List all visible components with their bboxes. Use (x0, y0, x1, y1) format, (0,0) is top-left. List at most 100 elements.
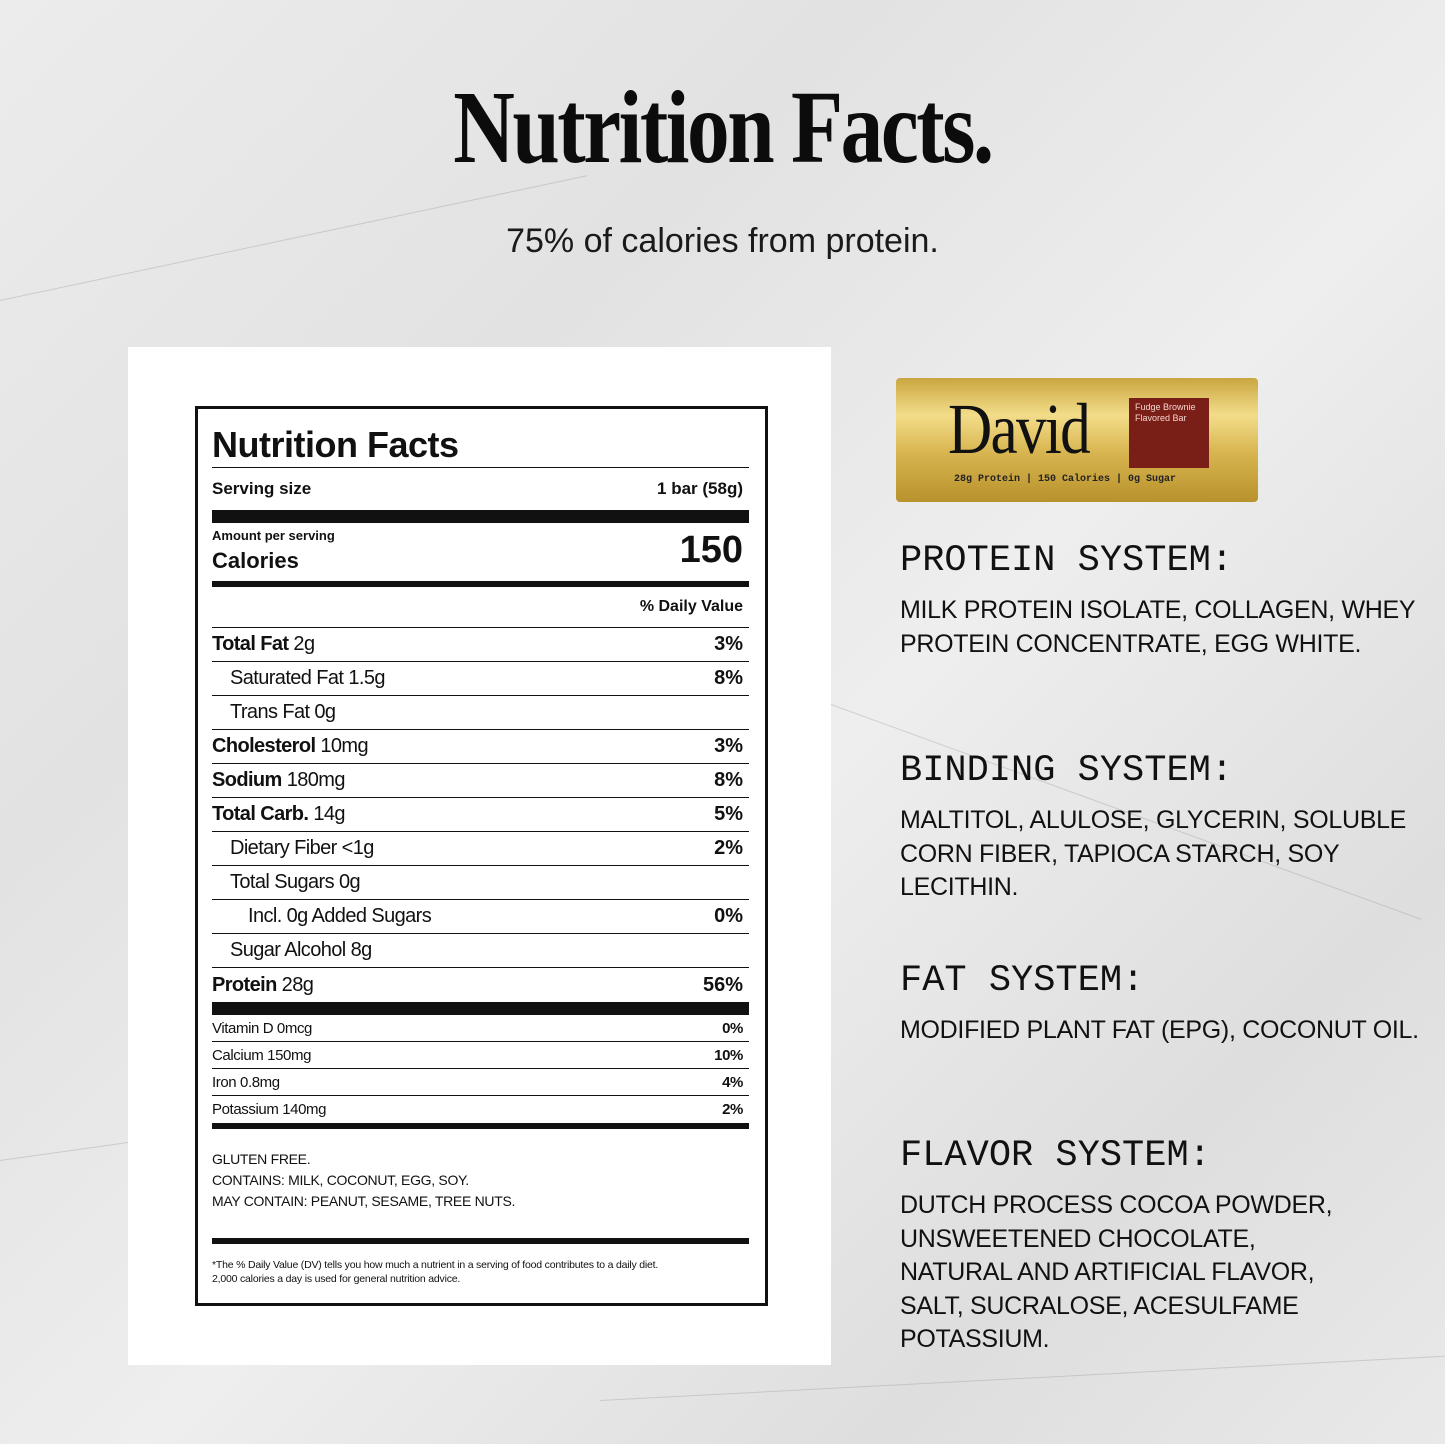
vitamin-row: Calcium 150mg 10% (212, 1042, 749, 1069)
nutrient-name: Trans Fat 0g (212, 701, 336, 724)
nutrient-daily-value: 3% (714, 735, 743, 757)
nutrition-label: Nutrition Facts Serving size 1 bar (58g)… (195, 406, 768, 1306)
vitamin-name: Vitamin D 0mcg (212, 1019, 312, 1037)
label-title: Nutrition Facts (212, 424, 749, 468)
daily-value-header: % Daily Value (212, 587, 749, 628)
nutrient-label: Saturated Fat (230, 667, 344, 689)
nutrient-amount: 1.5g (348, 667, 385, 689)
nutrient-label: Total Fat (212, 633, 289, 655)
section-heading: FAT SYSTEM: (900, 960, 1145, 1002)
nutrient-name: Sugar Alcohol 8g (212, 939, 372, 962)
nutrient-name: Dietary Fiber <1g (212, 837, 374, 860)
nutrient-row: Protein 28g 56% (212, 968, 749, 1002)
nutrient-label: Protein (212, 973, 277, 996)
amount-per-serving: Amount per serving (212, 528, 335, 543)
nutrient-daily-value: 8% (714, 667, 743, 689)
nutrient-row: Dietary Fiber <1g 2% (212, 832, 749, 866)
nutrient-label: Sugar Alcohol (230, 939, 346, 961)
calories-value: 150 (679, 529, 743, 571)
medium-divider (212, 581, 749, 587)
nutrition-card: Nutrition Facts Serving size 1 bar (58g)… (128, 347, 831, 1365)
page-title: Nutrition Facts. (453, 70, 994, 185)
nutrient-daily-value: 5% (714, 803, 743, 825)
nutrient-row: Saturated Fat 1.5g 8% (212, 662, 749, 696)
serving-size-value: 1 bar (58g) (657, 479, 743, 498)
nutrient-row: Total Carb. 14g 5% (212, 798, 749, 832)
footnote-line: *The % Daily Value (DV) tells you how mu… (212, 1259, 659, 1271)
nutrient-name: Protein 28g (212, 973, 314, 997)
section-text: DUTCH PROCESS COCOA POWDER, UNSWEETENED … (900, 1191, 1333, 1353)
nutrient-daily-value: 8% (714, 769, 743, 791)
footnote: *The % Daily Value (DV) tells you how mu… (212, 1244, 749, 1286)
nutrient-amount: 2g (293, 633, 315, 655)
page-subtitle: 75% of calories from protein. (506, 222, 939, 260)
nutrient-amount: 10mg (320, 735, 369, 757)
allergen-line: GLUTEN FREE. (212, 1151, 311, 1167)
binding-system: BINDING SYSTEM: MALTITOL, ALULOSE, GLYCE… (900, 750, 1420, 960)
nutrient-daily-value: 0% (714, 905, 743, 927)
nutrient-label: Dietary Fiber (230, 837, 337, 859)
vitamin-daily-value: 4% (722, 1073, 743, 1091)
vitamin-name: Calcium 150mg (212, 1046, 312, 1064)
nutrient-daily-value: 3% (714, 633, 743, 655)
nutrient-name: Total Fat 2g (212, 633, 315, 656)
vitamin-name: Potassium 140mg (212, 1101, 327, 1118)
nutrient-amount: 0g (338, 871, 361, 893)
section-heading: PROTEIN SYSTEM: (900, 540, 1234, 582)
section-heading: BINDING SYSTEM: (900, 750, 1234, 792)
vitamin-row: Vitamin D 0mcg 0% (212, 1015, 749, 1042)
flavor-box: Fudge Brownie Flavored Bar (1129, 398, 1209, 468)
section-text: MODIFIED PLANT FAT (EPG), COCONUT OIL. (900, 1016, 1419, 1044)
brand-logo: David (948, 389, 1091, 469)
vitamin-name: Iron 0.8mg (212, 1073, 280, 1091)
nutrient-label: Sodium (212, 769, 282, 791)
allergen-line: CONTAINS: MILK, COCONUT, EGG, SOY. (212, 1172, 469, 1188)
thick-divider (212, 510, 749, 523)
calories-label: Calories (212, 548, 299, 573)
nutrient-label: Total Carb. (212, 803, 309, 825)
serving-size-label: Serving size (212, 479, 312, 498)
flavor-system: FLAVOR SYSTEM: DUTCH PROCESS COCOA POWDE… (900, 1135, 1420, 1353)
nutrient-row: Trans Fat 0g (212, 696, 749, 730)
vitamin-row: Potassium 140mg 2% (212, 1096, 749, 1123)
nutrient-amount: <1g (341, 837, 375, 859)
section-text: MILK PROTEIN ISOLATE, COLLAGEN, WHEY PRO… (900, 596, 1415, 658)
nutrient-amount: 8g (350, 939, 373, 961)
calories-row: Amount per serving Calories 150 (212, 523, 749, 581)
vitamin-daily-value: 10% (714, 1046, 743, 1064)
vitamin-daily-value: 0% (722, 1019, 743, 1037)
medium-divider (212, 1123, 749, 1129)
nutrient-name: Sodium 180mg (212, 769, 345, 792)
product-image: David Fudge Brownie Flavored Bar 28g Pro… (896, 378, 1258, 502)
nutrient-row: Total Fat 2g 3% (212, 628, 749, 662)
vitamin-row: Iron 0.8mg 4% (212, 1069, 749, 1096)
nutrient-name: Cholesterol 10mg (212, 735, 369, 758)
medium-divider (212, 1238, 749, 1244)
serving-size-row: Serving size 1 bar (58g) (212, 468, 749, 510)
nutrient-row: Sugar Alcohol 8g (212, 934, 749, 968)
nutrient-row: Sodium 180mg 8% (212, 764, 749, 798)
fat-system: FAT SYSTEM: MODIFIED PLANT FAT (EPG), CO… (900, 960, 1420, 1135)
nutrient-row: Total Sugars 0g (212, 866, 749, 900)
nutrient-amount: 14g (313, 803, 345, 825)
nutrient-name: Incl. 0g Added Sugars (212, 905, 432, 928)
vitamin-list: Vitamin D 0mcg 0% Calcium 150mg 10% Iron 0.8… (212, 1015, 749, 1123)
nutrient-label: Incl. 0g Added Sugars (248, 905, 432, 927)
ingredient-systems: PROTEIN SYSTEM: MILK PROTEIN ISOLATE, CO… (900, 540, 1420, 1353)
nutrient-name: Total Sugars 0g (212, 871, 361, 894)
flavor-text: Fudge Brownie (1135, 402, 1196, 412)
vitamin-daily-value: 2% (722, 1101, 743, 1118)
allergen-info: GLUTEN FREE. CONTAINS: MILK, COCONUT, EG… (212, 1129, 749, 1238)
nutrient-label: Total Sugars (230, 871, 335, 893)
nutrient-row: Incl. 0g Added Sugars 0% (212, 900, 749, 934)
footnote-line: 2,000 calories a day is used for general… (212, 1273, 461, 1285)
nutrient-name: Saturated Fat 1.5g (212, 667, 385, 690)
nutrient-amount: 180mg (286, 769, 346, 791)
thick-divider (212, 1002, 749, 1015)
nutrient-row: Cholesterol 10mg 3% (212, 730, 749, 764)
flavor-text: Flavored Bar (1135, 413, 1187, 423)
nutrient-name: Total Carb. 14g (212, 803, 346, 826)
nutrient-amount: 28g (281, 973, 314, 996)
nutrient-label: Cholesterol (212, 735, 316, 757)
nutrient-daily-value: 56% (702, 973, 743, 996)
